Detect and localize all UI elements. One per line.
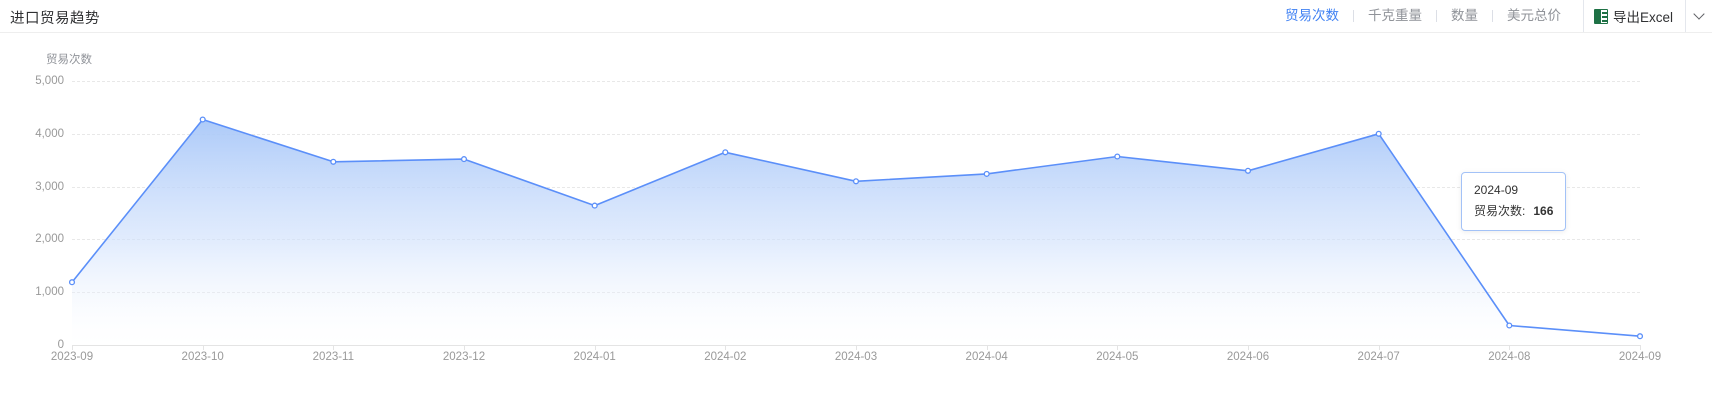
tooltip-title: 2024-09 [1474, 183, 1519, 197]
tooltip-value: 166 [1533, 204, 1554, 218]
gridline [72, 186, 1640, 188]
export-excel-button[interactable]: 导出Excel [1582, 0, 1686, 32]
tab-divider [1352, 10, 1354, 22]
x-axis-tick [986, 345, 988, 350]
gridline [72, 239, 1640, 241]
x-axis-tick-label: 2024-03 [834, 351, 878, 363]
tooltip-row: 贸易次数: 166 [1474, 201, 1553, 221]
header-controls: 贸易次数 千克重量 数量 美元总价 导出Excel [1271, 0, 1712, 32]
data-point[interactable] [722, 149, 729, 156]
x-axis-tick-label: 2024-02 [704, 351, 747, 363]
chart-tooltip: 2024-09 贸易次数: 166 [1461, 172, 1567, 231]
gridline [72, 292, 1640, 294]
y-axis-tick-label: 0 [57, 339, 64, 351]
x-axis-tick-label: 2024-01 [573, 351, 616, 363]
data-point[interactable] [1244, 167, 1252, 174]
page-title: 进口贸易趋势 [10, 11, 100, 27]
panel-header: 进口贸易趋势 贸易次数 千克重量 数量 美元总价 导出Excel [0, 0, 1712, 33]
x-axis-tick [72, 345, 73, 350]
y-axis-tick-label: 2,000 [35, 233, 64, 246]
x-axis-tick-label: 2023-09 [50, 351, 94, 363]
x-axis-tick [594, 345, 596, 350]
metric-tab-group: 贸易次数 千克重量 数量 美元总价 [1271, 0, 1575, 32]
y-axis-tick-label: 3,000 [35, 180, 64, 193]
excel-icon [1593, 8, 1608, 24]
x-axis-tick-label: 2023-11 [312, 351, 355, 363]
tab-trade-count[interactable]: 贸易次数 [1284, 8, 1339, 23]
tab-divider [1491, 10, 1493, 22]
x-axis-tick-label: 2024-07 [1357, 351, 1400, 363]
x-axis-tick [202, 345, 204, 350]
x-axis-tick-label: 2023-10 [181, 351, 224, 363]
x-axis-tick-label: 2024-09 [1618, 351, 1662, 363]
y-axis-name: 贸易次数 [46, 54, 92, 66]
gridline [72, 81, 1640, 82]
y-axis-tick-label: 4,000 [35, 127, 64, 140]
x-axis-tick [464, 345, 465, 350]
x-axis-tick [1378, 345, 1380, 350]
data-point[interactable] [1506, 322, 1513, 329]
data-point[interactable] [68, 279, 76, 286]
x-axis-tick [725, 345, 727, 350]
x-axis-tick-label: 2024-06 [1226, 351, 1270, 363]
x-axis-tick-label: 2023-12 [442, 351, 486, 363]
x-axis-tick [1509, 345, 1511, 350]
data-point[interactable] [1636, 333, 1644, 340]
gridline [72, 133, 1640, 135]
tab-kg-weight[interactable]: 千克重量 [1367, 8, 1422, 23]
x-axis-tick-label: 2024-08 [1488, 351, 1531, 363]
tab-divider [1435, 10, 1437, 22]
chevron-down-icon [1693, 8, 1705, 20]
tooltip-series-label: 贸易次数: [1474, 204, 1526, 218]
data-point[interactable] [1114, 153, 1121, 160]
y-axis-tick-label: 1,000 [35, 286, 64, 299]
trade-trend-chart[interactable]: 贸易次数 0 1,000 2,000 3,000 4,000 5,000 2023-09 2… [0, 33, 1712, 414]
x-axis-tick [856, 345, 857, 350]
y-axis-tick-label: 5,000 [35, 75, 64, 87]
data-point[interactable] [852, 178, 860, 185]
tab-quantity[interactable]: 数量 [1450, 8, 1478, 23]
x-axis-tick [1248, 345, 1249, 350]
export-excel-label: 导出Excel [1612, 10, 1673, 25]
x-axis-tick-label: 2024-04 [965, 351, 1008, 363]
data-point[interactable] [983, 170, 990, 177]
data-point[interactable] [591, 202, 598, 209]
x-axis-tick-label: 2024-05 [1096, 351, 1139, 363]
data-point[interactable] [330, 158, 337, 165]
export-dropdown-button[interactable] [1686, 0, 1712, 32]
data-point[interactable] [199, 116, 206, 123]
x-axis-tick [1640, 345, 1641, 350]
data-point[interactable] [460, 156, 468, 163]
x-axis-tick [333, 345, 335, 350]
x-axis-tick [1117, 345, 1119, 350]
tab-usd-total[interactable]: 美元总价 [1506, 8, 1561, 23]
